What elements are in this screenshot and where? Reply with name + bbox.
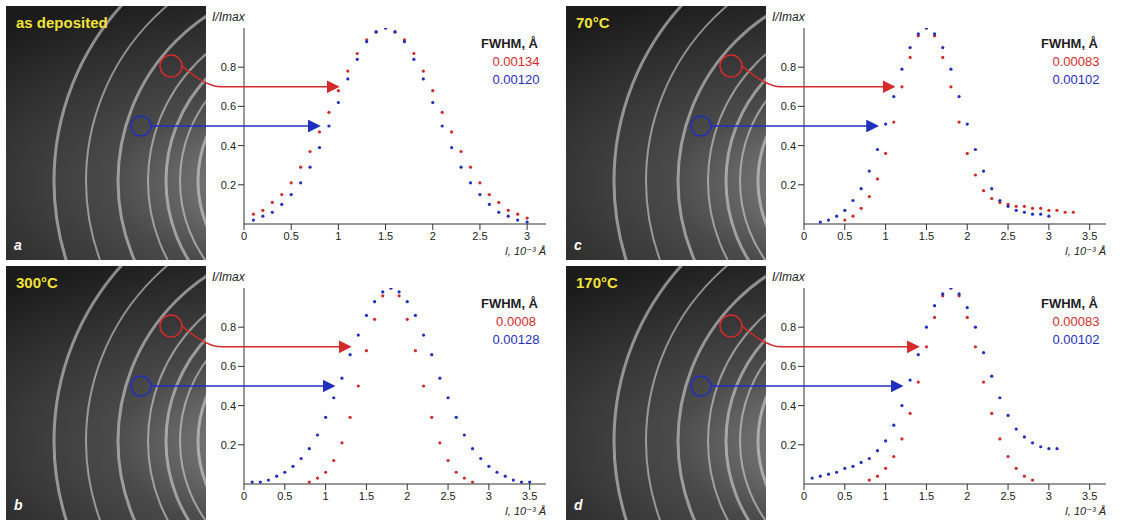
svg-text:3.5: 3.5 bbox=[522, 490, 537, 502]
svg-text:d: d bbox=[574, 497, 583, 513]
svg-text:c: c bbox=[574, 237, 582, 253]
svg-text:FWHM, Å: FWHM, Å bbox=[481, 36, 539, 51]
svg-text:l, 10⁻³ Å: l, 10⁻³ Å bbox=[505, 505, 546, 517]
svg-text:3: 3 bbox=[1046, 490, 1052, 502]
svg-text:FWHM, Å: FWHM, Å bbox=[1041, 36, 1099, 51]
svg-text:0.2: 0.2 bbox=[221, 179, 236, 191]
svg-text:2.5: 2.5 bbox=[440, 490, 455, 502]
svg-text:3.5: 3.5 bbox=[1082, 230, 1097, 242]
svg-text:3: 3 bbox=[1046, 230, 1052, 242]
svg-text:2: 2 bbox=[404, 490, 410, 502]
svg-text:0.0008: 0.0008 bbox=[496, 314, 536, 329]
svg-text:0.00083: 0.00083 bbox=[1053, 314, 1100, 329]
svg-text:1.5: 1.5 bbox=[919, 230, 934, 242]
svg-text:0.00120: 0.00120 bbox=[493, 72, 540, 87]
svg-text:70°C: 70°C bbox=[576, 14, 610, 31]
svg-text:0.6: 0.6 bbox=[781, 100, 796, 112]
svg-text:0.5: 0.5 bbox=[284, 230, 299, 242]
svg-text:l, 10⁻³ Å: l, 10⁻³ Å bbox=[1065, 245, 1106, 257]
svg-text:0: 0 bbox=[241, 490, 247, 502]
svg-text:0.00134: 0.00134 bbox=[493, 54, 540, 69]
svg-text:1: 1 bbox=[335, 230, 341, 242]
svg-text:b: b bbox=[14, 497, 23, 513]
svg-text:as deposited: as deposited bbox=[16, 14, 108, 31]
svg-text:2: 2 bbox=[964, 490, 970, 502]
svg-text:0.5: 0.5 bbox=[837, 230, 852, 242]
svg-text:0.4: 0.4 bbox=[781, 400, 796, 412]
svg-text:l, 10⁻³ Å: l, 10⁻³ Å bbox=[1065, 505, 1106, 517]
svg-text:3.5: 3.5 bbox=[1082, 490, 1097, 502]
svg-text:1: 1 bbox=[883, 230, 889, 242]
svg-text:3: 3 bbox=[486, 490, 492, 502]
svg-text:0.8: 0.8 bbox=[221, 321, 236, 333]
svg-text:2: 2 bbox=[964, 230, 970, 242]
svg-text:0.8: 0.8 bbox=[221, 61, 236, 73]
svg-text:I/Imax: I/Imax bbox=[212, 270, 246, 284]
svg-text:0.00102: 0.00102 bbox=[1053, 72, 1100, 87]
svg-text:0.8: 0.8 bbox=[781, 321, 796, 333]
svg-text:0.5: 0.5 bbox=[837, 490, 852, 502]
svg-text:170°C: 170°C bbox=[576, 274, 618, 291]
svg-text:1.5: 1.5 bbox=[378, 230, 393, 242]
svg-text:I/Imax: I/Imax bbox=[772, 270, 806, 284]
svg-text:0: 0 bbox=[801, 490, 807, 502]
svg-text:2.5: 2.5 bbox=[472, 230, 487, 242]
svg-text:0.6: 0.6 bbox=[221, 100, 236, 112]
svg-text:0.4: 0.4 bbox=[781, 140, 796, 152]
svg-text:0.2: 0.2 bbox=[221, 439, 236, 451]
svg-text:0.4: 0.4 bbox=[221, 400, 236, 412]
svg-text:0.4: 0.4 bbox=[221, 140, 236, 152]
svg-text:1.5: 1.5 bbox=[919, 490, 934, 502]
svg-text:0.00102: 0.00102 bbox=[1053, 332, 1100, 347]
svg-text:1: 1 bbox=[323, 490, 329, 502]
svg-text:0.5: 0.5 bbox=[277, 490, 292, 502]
svg-text:1: 1 bbox=[883, 490, 889, 502]
svg-text:0.8: 0.8 bbox=[781, 61, 796, 73]
svg-text:FWHM, Å: FWHM, Å bbox=[481, 296, 539, 311]
svg-text:2: 2 bbox=[430, 230, 436, 242]
svg-text:a: a bbox=[14, 237, 22, 253]
svg-text:l, 10⁻³ Å: l, 10⁻³ Å bbox=[505, 245, 546, 257]
svg-text:0.00083: 0.00083 bbox=[1053, 54, 1100, 69]
svg-text:I/Imax: I/Imax bbox=[212, 10, 246, 24]
svg-text:3: 3 bbox=[524, 230, 530, 242]
svg-text:0.2: 0.2 bbox=[781, 179, 796, 191]
svg-text:FWHM, Å: FWHM, Å bbox=[1041, 296, 1099, 311]
svg-text:0.00128: 0.00128 bbox=[493, 332, 540, 347]
svg-text:2.5: 2.5 bbox=[1000, 490, 1015, 502]
svg-text:0.2: 0.2 bbox=[781, 439, 796, 451]
svg-text:0.6: 0.6 bbox=[221, 360, 236, 372]
svg-text:2.5: 2.5 bbox=[1000, 230, 1015, 242]
svg-text:1.5: 1.5 bbox=[359, 490, 374, 502]
svg-text:0: 0 bbox=[801, 230, 807, 242]
svg-text:300°C: 300°C bbox=[16, 274, 58, 291]
svg-text:I/Imax: I/Imax bbox=[772, 10, 806, 24]
svg-text:0: 0 bbox=[241, 230, 247, 242]
svg-text:0.6: 0.6 bbox=[781, 360, 796, 372]
